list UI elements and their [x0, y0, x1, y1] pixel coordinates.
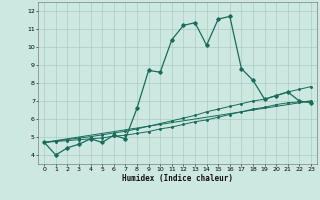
X-axis label: Humidex (Indice chaleur): Humidex (Indice chaleur) — [122, 174, 233, 183]
